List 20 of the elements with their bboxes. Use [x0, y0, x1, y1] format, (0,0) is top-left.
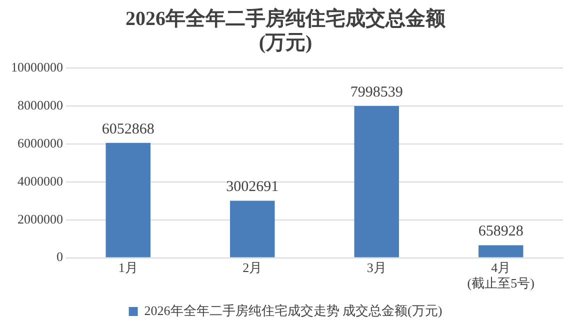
legend-label: 2026年全年二手房纯住宅成交走势 成交总金额(万元)	[144, 302, 442, 318]
y-tick-label: 0	[56, 249, 63, 264]
y-tick-label: 10000000	[11, 59, 63, 74]
x-tick-label: 1月	[118, 260, 138, 276]
bar	[354, 106, 399, 258]
x-tick-label: 2月	[242, 260, 262, 276]
bar	[106, 142, 150, 258]
x-tick-label: 3月	[366, 260, 386, 276]
y-tick-label: 4000000	[18, 173, 63, 188]
y-tick-label: 2000000	[18, 211, 63, 226]
data-label: 7998539	[350, 84, 403, 100]
data-label: 3002691	[226, 179, 279, 196]
y-tick-label: 6000000	[18, 135, 63, 150]
y-tick-label: 8000000	[18, 97, 63, 112]
bar	[478, 245, 524, 258]
x-tick-label: 4月 (截止至5号)	[467, 260, 534, 291]
bar	[230, 200, 275, 258]
data-label: 658928	[478, 224, 524, 240]
chart-title: 2026年全年二手房纯住宅成交总金额 (万元)	[126, 7, 446, 54]
data-label: 6052868	[102, 121, 154, 138]
